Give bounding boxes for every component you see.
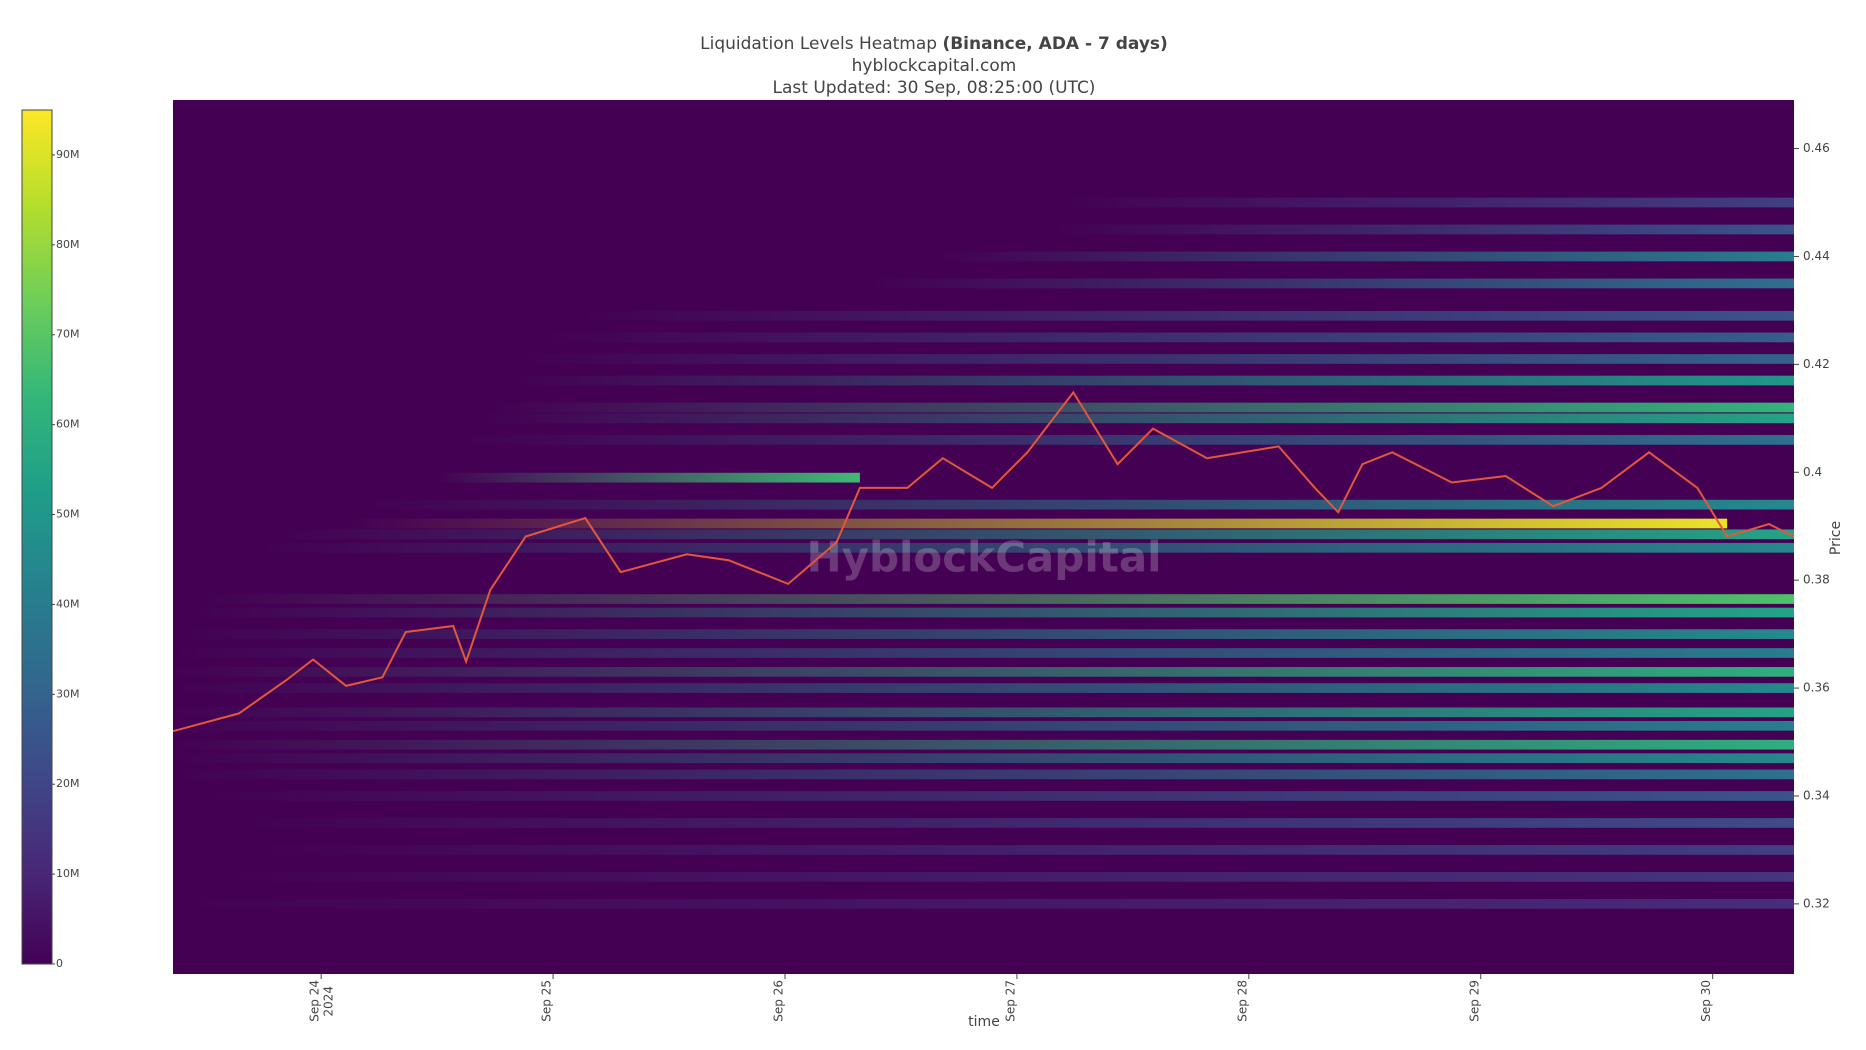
watermark: HyblockCapital — [806, 533, 1161, 582]
liquidation-band — [173, 769, 1794, 780]
x-tick-year: 2024 — [322, 986, 336, 1017]
liquidation-band — [243, 818, 1794, 828]
y-tick-label: 0.36 — [1803, 681, 1830, 695]
x-tick-label: Sep 24 — [308, 980, 322, 1022]
liquidation-band — [185, 899, 1794, 909]
liquidation-band — [939, 251, 1794, 262]
subtitle: hyblockcapital.com — [852, 56, 1017, 76]
liquidation-band — [524, 354, 1794, 364]
colorbar-tick-label: 90M — [56, 148, 80, 161]
y-tick-label: 0.44 — [1803, 249, 1830, 263]
liquidation-band — [495, 402, 1794, 413]
liquidation-band — [871, 278, 1794, 289]
updated: Last Updated: 30 Sep, 08:25:00 (UTC) — [773, 78, 1096, 98]
liquidation-band — [173, 667, 1794, 677]
liquidation-band — [582, 310, 1795, 321]
liquidation-band — [173, 720, 1794, 731]
liquidation-band — [350, 518, 1728, 529]
colorbar-tick-label: 10M — [56, 867, 80, 880]
liquidation-band — [1065, 197, 1794, 208]
x-tick-label: Sep 29 — [1467, 980, 1481, 1022]
liquidation-band — [437, 472, 860, 483]
x-tick-label: Sep 30 — [1699, 980, 1713, 1022]
colorbar-tick-label: 40M — [56, 597, 80, 610]
liquidation-band — [263, 845, 1795, 855]
y-tick-label: 0.4 — [1803, 465, 1822, 479]
colorbar-tick-label: 50M — [56, 508, 80, 521]
x-tick-label: Sep 27 — [1003, 980, 1017, 1022]
y-axis-title: Price — [1828, 521, 1844, 555]
y-tick-label: 0.42 — [1803, 357, 1830, 371]
liquidation-band — [185, 629, 1794, 639]
colorbar-tick-label: 20M — [56, 777, 80, 790]
liquidation-band — [282, 529, 1795, 540]
colorbar-tick-label: 70M — [56, 328, 80, 341]
liquidation-band — [173, 683, 1794, 693]
colorbar — [21, 109, 53, 965]
liquidation-band — [485, 413, 1794, 424]
y-tick-label: 0.34 — [1803, 788, 1830, 802]
liquidation-band — [173, 753, 1794, 764]
liquidation-band — [205, 594, 1794, 604]
y-tick-label: 0.32 — [1803, 896, 1830, 910]
liquidation-band — [176, 648, 1794, 658]
liquidation-band — [466, 435, 1795, 445]
chart-title: Liquidation Levels Heatmap (Binance, ADA… — [700, 34, 1168, 54]
price-line — [172, 390, 1795, 733]
colorbar-tick-label: 30M — [56, 687, 80, 700]
x-tick-label: Sep 25 — [540, 980, 554, 1022]
x-axis-title: time — [968, 1014, 1000, 1030]
y-tick-label: 0.38 — [1803, 573, 1830, 587]
colorbar-tick-label: 0 — [56, 957, 63, 970]
liquidation-band — [195, 607, 1794, 618]
x-tick-label: Sep 28 — [1235, 980, 1249, 1022]
colorbar-tick-label: 80M — [56, 238, 80, 251]
liquidation-band — [514, 375, 1795, 386]
liquidation-band — [173, 707, 1794, 718]
y-tick-label: 0.46 — [1803, 141, 1830, 155]
liquidation-band — [224, 872, 1795, 882]
liquidation-band — [205, 791, 1794, 801]
liquidation-band — [173, 739, 1794, 750]
liquidation-band — [1055, 224, 1794, 235]
liquidation-band — [263, 542, 1795, 553]
colorbar-tick-label: 60M — [56, 418, 80, 431]
title-bold: (Binance, ADA - 7 days) — [942, 34, 1167, 54]
title-main: Liquidation Levels Heatmap — [700, 34, 937, 54]
x-tick-label: Sep 26 — [772, 980, 786, 1022]
liquidation-band — [543, 332, 1794, 343]
liquidation-band — [369, 499, 1794, 510]
